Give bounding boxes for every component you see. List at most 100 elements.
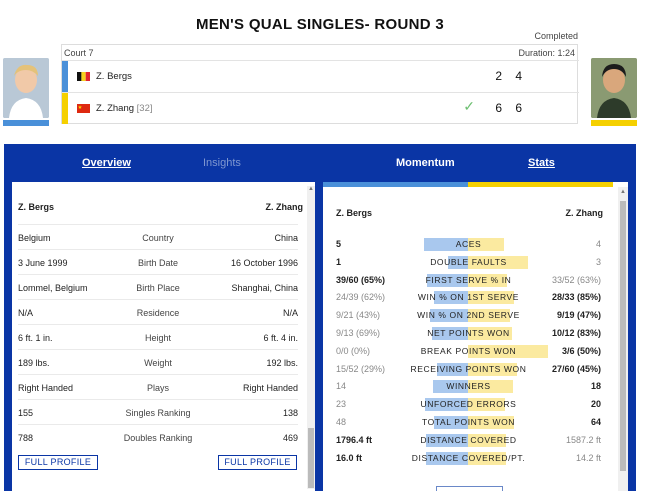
- stat-row: 39/60 (65%) FIRST SERVE % IN 33/52 (63%): [336, 272, 601, 289]
- bio-row: N/A Residence N/A: [18, 299, 298, 324]
- stat-player1-value: 9/21 (43%): [336, 310, 381, 321]
- stat-player2-value: 18: [590, 381, 601, 392]
- stat-label: DOUBLE FAULTS: [430, 256, 507, 267]
- stat-row: 1796.4 ft DISTANCE COVERED 1587.2 ft: [336, 432, 601, 449]
- stat-label: RECEIVING POINTS WON: [410, 363, 527, 374]
- bio-row: 788 Doubles Ranking 469: [18, 424, 298, 449]
- bio-player1-name: Z. Bergs: [18, 202, 55, 212]
- china-flag-icon: [77, 104, 90, 113]
- stat-row: 9/21 (43%) WIN % ON 2ND SERVE 9/19 (47%): [336, 307, 601, 324]
- player1-full-profile-button[interactable]: FULL PROFILE: [18, 455, 98, 470]
- stat-bar-player1: [434, 291, 468, 305]
- player-bio-card: Z. Bergs Z. Zhang Belgium Country China 3 J…: [12, 182, 315, 491]
- more-stats-button[interactable]: [436, 486, 503, 491]
- check-icon: ✓: [463, 98, 475, 114]
- stat-player1-value: 24/39 (62%): [336, 292, 386, 303]
- bio-player1-value: 3 June 1999: [18, 258, 68, 268]
- stat-row: 24/39 (62%) WIN % ON 1ST SERVE 28/33 (85%): [336, 289, 601, 306]
- player2-name[interactable]: Z. Zhang [32]: [96, 103, 153, 114]
- stat-player2-value: 14.2 ft: [575, 452, 601, 463]
- bio-label: Country: [142, 233, 174, 243]
- stat-player2-value: 27/60 (45%): [551, 363, 601, 374]
- stat-row: 23 UNFORCED ERRORS 20: [336, 396, 601, 413]
- stat-bar-player2: [468, 433, 506, 447]
- bio-player2-value: N/A: [282, 308, 298, 318]
- player2-color-bar: [591, 120, 637, 126]
- bio-player1-value: Belgium: [18, 233, 51, 243]
- stat-bar-player1: [433, 380, 468, 394]
- bio-player2-value: Right Handed: [242, 383, 298, 393]
- bio-row: Belgium Country China: [18, 224, 298, 249]
- stat-bar-player1: [448, 255, 468, 269]
- stat-bar-player2: [468, 291, 515, 305]
- stat-player2-value: 3/6 (50%): [561, 345, 601, 356]
- scroll-up-icon[interactable]: ▲: [620, 189, 626, 195]
- player1-name[interactable]: Z. Bergs: [96, 71, 132, 82]
- stat-bar-player2: [468, 380, 513, 394]
- bio-player1-value: N/A: [18, 308, 34, 318]
- bio-player2-value: 192 lbs.: [266, 358, 298, 368]
- stat-row: 15/52 (29%) RECEIVING POINTS WON 27/60 (45…: [336, 361, 601, 378]
- duration-label: Duration: 1:24: [518, 48, 575, 58]
- stat-bar-player2: [468, 327, 512, 340]
- player2-seed: [32]: [136, 103, 153, 114]
- bio-row: 189 lbs. Weight 192 lbs.: [18, 349, 298, 374]
- stat-label: ACES: [455, 239, 482, 249]
- stat-label: DISTANCE COVERED: [420, 434, 517, 445]
- stat-label: FIRST SERVE % IN: [425, 274, 512, 285]
- player2-sets: 6 6: [495, 101, 527, 115]
- tab-overview[interactable]: Overview: [82, 157, 131, 169]
- stat-label: WIN % ON 2ND SERVE: [417, 310, 520, 321]
- stat-player1-value: 23: [336, 399, 347, 410]
- bio-label: Weight: [144, 358, 172, 368]
- stat-player1-value: 15/52 (29%): [336, 363, 386, 374]
- bio-player2-value: 469: [282, 433, 298, 443]
- tab-stats[interactable]: Stats: [528, 157, 555, 169]
- bio-row: 6 ft. 1 in. Height 6 ft. 4 in.: [18, 324, 298, 349]
- match-detail-panel: Overview Insights Momentum Stats Z. Berg…: [4, 144, 636, 491]
- stat-label: BREAK POINTS WON: [420, 345, 517, 356]
- bio-scrollbar[interactable]: ▲: [307, 186, 315, 489]
- stats-scrollbar[interactable]: ▲: [618, 187, 628, 491]
- scroll-up-icon[interactable]: ▲: [308, 186, 314, 192]
- stat-player1-value: 48: [336, 417, 347, 427]
- bio-row: Lommel, Belgium Birth Place Shanghai, Chin…: [18, 274, 298, 299]
- stat-row: 1 DOUBLE FAULTS 3: [336, 254, 601, 271]
- stat-label: UNFORCED ERRORS: [420, 399, 517, 410]
- stat-row: 14 WINNERS 18: [336, 378, 601, 395]
- belgium-flag-icon: [77, 72, 90, 81]
- tab-momentum[interactable]: Momentum: [396, 157, 455, 169]
- player1-sets: 2 4: [495, 69, 527, 83]
- player2-full-profile-button[interactable]: FULL PROFILE: [218, 455, 297, 470]
- bio-label: Doubles Ranking: [123, 433, 193, 443]
- stat-player2-value: 28/33 (85%): [551, 292, 601, 303]
- stat-bar-player1: [429, 309, 468, 323]
- court-label: Court 7: [64, 48, 94, 58]
- bio-player2-value: 16 October 1996: [230, 258, 298, 268]
- stats-player2-bar: [468, 182, 613, 187]
- stat-player2-value: 20: [590, 399, 601, 410]
- stat-player2-value: 10/12 (83%): [551, 328, 601, 338]
- stat-player2-value: 4: [595, 239, 601, 249]
- stat-player1-value: 1: [336, 256, 342, 267]
- stats-player1-name: Z. Bergs: [336, 208, 373, 218]
- stat-bar-player2: [468, 238, 504, 251]
- stat-bar-player1: [425, 451, 468, 465]
- bio-player2-name: Z. Zhang: [265, 202, 304, 212]
- tab-insights[interactable]: Insights: [203, 157, 241, 169]
- bio-label: Height: [144, 333, 171, 343]
- stat-row: 9/13 (69%) NET POINTS WON 10/12 (83%): [336, 325, 601, 342]
- stats-player2-name: Z. Zhang: [565, 208, 604, 218]
- bio-player1-value: 788: [18, 433, 34, 443]
- stat-label: WINNERS: [446, 381, 491, 392]
- page-title: MEN'S QUAL SINGLES- ROUND 3: [195, 16, 445, 33]
- stats-scroll-thumb[interactable]: [620, 201, 626, 471]
- stat-bar-player1: [423, 238, 468, 251]
- bio-player2-value: 138: [282, 408, 298, 418]
- bio-player1-value: Right Handed: [18, 383, 74, 393]
- bio-scroll-thumb[interactable]: [308, 428, 314, 488]
- bio-player1-value: 155: [18, 408, 34, 418]
- stats-player1-bar: [323, 182, 468, 187]
- stat-bar-player2: [468, 255, 528, 269]
- scoreboard: Court 7 Duration: 1:24 Z. Bergs 2 4 Z. Z…: [61, 44, 579, 124]
